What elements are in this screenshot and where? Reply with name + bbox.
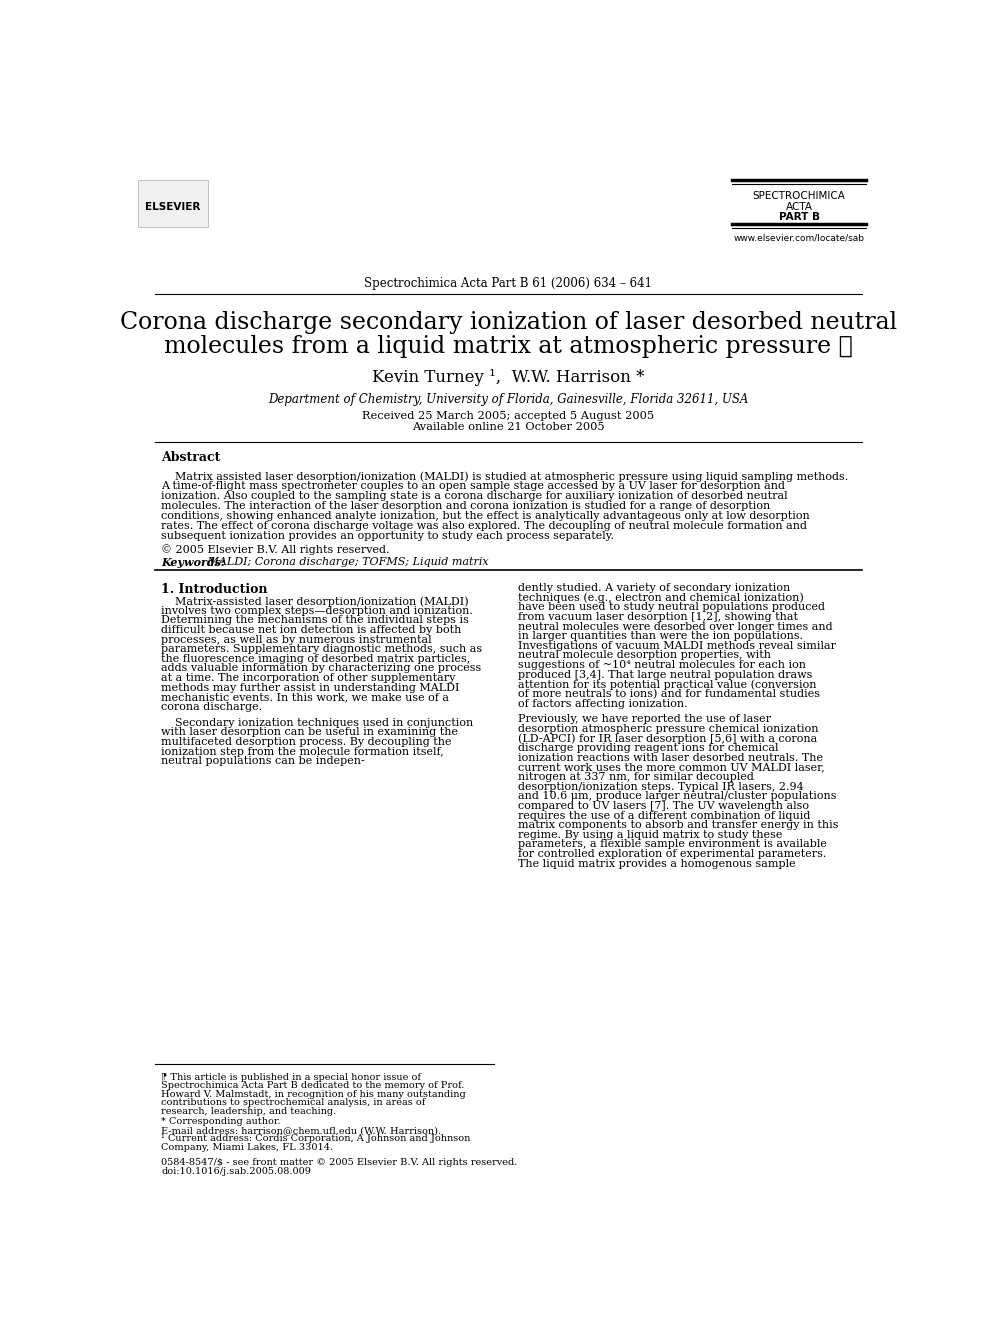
Text: contributions to spectrochemical analysis, in areas of: contributions to spectrochemical analysi… <box>161 1098 426 1107</box>
Text: rates. The effect of corona discharge voltage was also explored. The decoupling : rates. The effect of corona discharge vo… <box>161 521 807 532</box>
Text: nitrogen at 337 nm, for similar decoupled: nitrogen at 337 nm, for similar decouple… <box>518 773 754 782</box>
Text: www.elsevier.com/locate/sab: www.elsevier.com/locate/sab <box>733 234 864 242</box>
Text: of more neutrals to ions) and for fundamental studies: of more neutrals to ions) and for fundam… <box>518 689 819 700</box>
Text: E-mail address: harrison@chem.ufl.edu (W.W. Harrison).: E-mail address: harrison@chem.ufl.edu (W… <box>161 1126 441 1135</box>
Text: regime. By using a liquid matrix to study these: regime. By using a liquid matrix to stud… <box>518 830 782 840</box>
Text: Investigations of vacuum MALDI methods reveal similar: Investigations of vacuum MALDI methods r… <box>518 640 835 651</box>
Text: Company, Miami Lakes, FL 33014.: Company, Miami Lakes, FL 33014. <box>161 1143 333 1152</box>
Text: ⁋ This article is published in a special honor issue of: ⁋ This article is published in a special… <box>161 1073 422 1082</box>
Text: Howard V. Malmstadt, in recognition of his many outstanding: Howard V. Malmstadt, in recognition of h… <box>161 1090 466 1098</box>
Text: at a time. The incorporation of other supplementary: at a time. The incorporation of other su… <box>161 673 455 683</box>
Text: Spectrochimica Acta Part B dedicated to the memory of Prof.: Spectrochimica Acta Part B dedicated to … <box>161 1081 464 1090</box>
Text: with laser desorption can be useful in examining the: with laser desorption can be useful in e… <box>161 728 458 737</box>
Text: corona discharge.: corona discharge. <box>161 703 262 712</box>
Text: Department of Chemistry, University of Florida, Gainesville, Florida 32611, USA: Department of Chemistry, University of F… <box>268 393 749 406</box>
Bar <box>138 180 207 226</box>
Text: matrix components to absorb and transfer energy in this: matrix components to absorb and transfer… <box>518 820 838 831</box>
Text: attention for its potential practical value (conversion: attention for its potential practical va… <box>518 679 816 689</box>
Text: processes, as well as by numerous instrumental: processes, as well as by numerous instru… <box>161 635 432 644</box>
Text: current work uses the more common UV MALDI laser,: current work uses the more common UV MAL… <box>518 762 824 773</box>
Text: compared to UV lasers [7]. The UV wavelength also: compared to UV lasers [7]. The UV wavele… <box>518 800 808 811</box>
Text: adds valuable information by characterizing one process: adds valuable information by characteriz… <box>161 664 481 673</box>
Text: discharge providing reagent ions for chemical: discharge providing reagent ions for che… <box>518 744 778 753</box>
Text: neutral populations can be indepen-: neutral populations can be indepen- <box>161 757 365 766</box>
Text: suggestions of ~10⁴ neutral molecules for each ion: suggestions of ~10⁴ neutral molecules fo… <box>518 660 806 669</box>
Text: in larger quantities than were the ion populations.: in larger quantities than were the ion p… <box>518 631 803 642</box>
Text: parameters, a flexible sample environment is available: parameters, a flexible sample environmen… <box>518 839 826 849</box>
Text: Previously, we have reported the use of laser: Previously, we have reported the use of … <box>518 714 771 724</box>
Text: from vacuum laser desorption [1,2], showing that: from vacuum laser desorption [1,2], show… <box>518 613 798 622</box>
Text: Abstract: Abstract <box>161 451 220 464</box>
Text: 1. Introduction: 1. Introduction <box>161 583 268 597</box>
Text: neutral molecules were desorbed over longer times and: neutral molecules were desorbed over lon… <box>518 622 832 631</box>
Text: dently studied. A variety of secondary ionization: dently studied. A variety of secondary i… <box>518 583 790 593</box>
Text: 0584-8547/$ - see front matter © 2005 Elsevier B.V. All rights reserved.: 0584-8547/$ - see front matter © 2005 El… <box>161 1158 518 1167</box>
Text: Corona discharge secondary ionization of laser desorbed neutral: Corona discharge secondary ionization of… <box>120 311 897 335</box>
Text: doi:10.1016/j.sab.2005.08.009: doi:10.1016/j.sab.2005.08.009 <box>161 1167 311 1176</box>
Text: ionization. Also coupled to the sampling state is a corona discharge for auxilia: ionization. Also coupled to the sampling… <box>161 491 788 501</box>
Text: methods may further assist in understanding MALDI: methods may further assist in understand… <box>161 683 459 693</box>
Text: SPECTROCHIMICA: SPECTROCHIMICA <box>753 191 845 201</box>
Text: Secondary ionization techniques used in conjunction: Secondary ionization techniques used in … <box>161 718 473 728</box>
Text: and 10.6 μm, produce larger neutral/cluster populations: and 10.6 μm, produce larger neutral/clus… <box>518 791 836 802</box>
Text: of factors affecting ionization.: of factors affecting ionization. <box>518 699 687 709</box>
Text: Determining the mechanisms of the individual steps is: Determining the mechanisms of the indivi… <box>161 615 469 626</box>
Text: molecules from a liquid matrix at atmospheric pressure ☆: molecules from a liquid matrix at atmosp… <box>164 335 853 359</box>
Text: Keywords:: Keywords: <box>161 557 225 568</box>
Text: Received 25 March 2005; accepted 5 August 2005: Received 25 March 2005; accepted 5 Augus… <box>362 411 655 421</box>
Text: ionization step from the molecule formation itself,: ionization step from the molecule format… <box>161 746 444 757</box>
Text: © 2005 Elsevier B.V. All rights reserved.: © 2005 Elsevier B.V. All rights reserved… <box>161 545 390 556</box>
Text: research, leadership, and teaching.: research, leadership, and teaching. <box>161 1106 336 1115</box>
Text: molecules. The interaction of the laser desorption and corona ionization is stud: molecules. The interaction of the laser … <box>161 501 771 512</box>
Text: Kevin Turney ¹,  W.W. Harrison *: Kevin Turney ¹, W.W. Harrison * <box>372 369 645 386</box>
Text: multifaceted desorption process. By decoupling the: multifaceted desorption process. By deco… <box>161 737 451 747</box>
Text: for controlled exploration of experimental parameters.: for controlled exploration of experiment… <box>518 849 826 859</box>
Text: MALDI; Corona discharge; TOFMS; Liquid matrix: MALDI; Corona discharge; TOFMS; Liquid m… <box>203 557 488 566</box>
Text: PART B: PART B <box>779 212 819 222</box>
Text: have been used to study neutral populations produced: have been used to study neutral populati… <box>518 602 824 613</box>
Text: The liquid matrix provides a homogenous sample: The liquid matrix provides a homogenous … <box>518 859 796 869</box>
Text: ELSEVIER: ELSEVIER <box>145 201 200 212</box>
Text: parameters. Supplementary diagnostic methods, such as: parameters. Supplementary diagnostic met… <box>161 644 482 655</box>
Text: Matrix-assisted laser desorption/ionization (MALDI): Matrix-assisted laser desorption/ionizat… <box>161 597 469 607</box>
Text: mechanistic events. In this work, we make use of a: mechanistic events. In this work, we mak… <box>161 692 449 703</box>
Text: subsequent ionization provides an opportunity to study each process separately.: subsequent ionization provides an opport… <box>161 532 614 541</box>
Text: ACTA: ACTA <box>786 201 812 212</box>
Text: techniques (e.g., electron and chemical ionization): techniques (e.g., electron and chemical … <box>518 593 804 603</box>
Text: ¹ Current address: Cordis Corporation, A Johnson and Johnson: ¹ Current address: Cordis Corporation, A… <box>161 1134 470 1143</box>
Text: requires the use of a different combination of liquid: requires the use of a different combinat… <box>518 811 810 820</box>
Text: Matrix assisted laser desorption/ionization (MALDI) is studied at atmospheric pr: Matrix assisted laser desorption/ionizat… <box>161 471 848 482</box>
Text: the fluorescence imaging of desorbed matrix particles,: the fluorescence imaging of desorbed mat… <box>161 654 470 664</box>
Text: produced [3,4]. That large neutral population draws: produced [3,4]. That large neutral popul… <box>518 669 812 680</box>
Text: desorption/ionization steps. Typical IR lasers, 2.94: desorption/ionization steps. Typical IR … <box>518 782 804 791</box>
Text: conditions, showing enhanced analyte ionization, but the effect is analytically : conditions, showing enhanced analyte ion… <box>161 512 809 521</box>
Text: ionization reactions with laser desorbed neutrals. The: ionization reactions with laser desorbed… <box>518 753 822 763</box>
Text: desorption atmospheric pressure chemical ionization: desorption atmospheric pressure chemical… <box>518 724 818 734</box>
Text: A time-of-flight mass spectrometer couples to an open sample stage accessed by a: A time-of-flight mass spectrometer coupl… <box>161 482 786 491</box>
Text: * Corresponding author.: * Corresponding author. <box>161 1118 281 1126</box>
Text: involves two complex steps—desorption and ionization.: involves two complex steps—desorption an… <box>161 606 473 615</box>
Text: Available online 21 October 2005: Available online 21 October 2005 <box>412 422 605 433</box>
Text: difficult because net ion detection is affected by both: difficult because net ion detection is a… <box>161 624 461 635</box>
Text: Spectrochimica Acta Part B 61 (2006) 634 – 641: Spectrochimica Acta Part B 61 (2006) 634… <box>364 277 653 290</box>
Text: (LD-APCI) for IR laser desorption [5,6] with a corona: (LD-APCI) for IR laser desorption [5,6] … <box>518 733 817 744</box>
Text: neutral molecule desorption properties, with: neutral molecule desorption properties, … <box>518 651 771 660</box>
